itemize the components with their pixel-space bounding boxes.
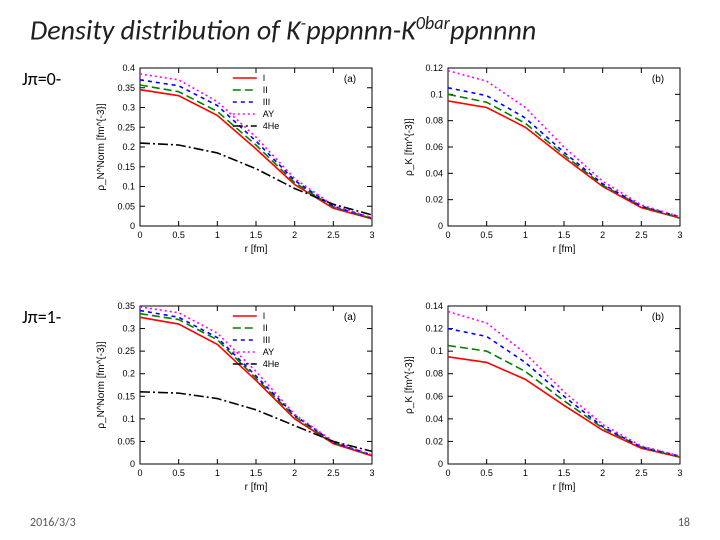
svg-text:(b): (b) (652, 74, 664, 85)
svg-text:0: 0 (438, 459, 443, 469)
svg-text:0.5: 0.5 (480, 468, 493, 478)
svg-text:1: 1 (523, 468, 528, 478)
svg-text:3: 3 (369, 468, 374, 478)
svg-text:(a): (a) (344, 74, 356, 85)
svg-text:1.5: 1.5 (558, 230, 571, 240)
svg-text:1: 1 (215, 468, 220, 478)
svg-text:0.5: 0.5 (172, 230, 185, 240)
svg-text:ρ_K [fm^{-3}]: ρ_K [fm^{-3}] (404, 118, 415, 176)
chart-b-top: 0 0.5 1 1.5 2 2.5 3 0 0.02 0.04 0.06 0.08 0.1 0.12 r [… (400, 58, 690, 258)
svg-text:0.02: 0.02 (425, 436, 443, 446)
footer-date: 2016/3/3 (30, 516, 76, 530)
chart-a-bottom: 0 0.5 1 1.5 2 2.5 3 0 0.05 0.1 0.15 0.2 0.25 0.3 0.35 r… (92, 296, 382, 496)
svg-text:1: 1 (215, 230, 220, 240)
svg-text:ρ_N^Norm [fm^{-3}]: ρ_N^Norm [fm^{-3}] (96, 341, 107, 429)
svg-text:0.5: 0.5 (480, 230, 493, 240)
svg-text:III: III (263, 335, 271, 345)
svg-text:0.12: 0.12 (425, 324, 443, 334)
svg-text:AY: AY (263, 109, 274, 119)
svg-text:0.06: 0.06 (425, 142, 443, 152)
svg-text:I: I (263, 73, 266, 83)
svg-text:0.14: 0.14 (425, 301, 443, 311)
footer-page: 18 (678, 516, 690, 530)
row-label-bottom: Jπ=1- (22, 306, 61, 328)
svg-text:1.5: 1.5 (558, 468, 571, 478)
svg-text:2: 2 (292, 230, 297, 240)
slide-title: Density distribution of K-pppnnn-K0barpp… (30, 12, 536, 47)
svg-text:r [fm]: r [fm] (245, 244, 268, 255)
svg-text:0.35: 0.35 (117, 301, 135, 311)
svg-text:3: 3 (677, 230, 682, 240)
svg-text:0.15: 0.15 (117, 162, 135, 172)
svg-text:AY: AY (263, 347, 274, 357)
chart-b-bottom: 0 0.5 1 1.5 2 2.5 3 0 0.02 0.04 0.06 0.08 0.1 0.12 0.1… (400, 296, 690, 496)
svg-text:III: III (263, 97, 271, 107)
svg-text:0.15: 0.15 (117, 391, 135, 401)
svg-text:ρ_K [fm^{-3}]: ρ_K [fm^{-3}] (404, 356, 415, 414)
svg-text:2.5: 2.5 (635, 468, 648, 478)
svg-text:0.1: 0.1 (122, 182, 135, 192)
svg-text:2: 2 (292, 468, 297, 478)
svg-text:1.5: 1.5 (250, 468, 263, 478)
svg-text:0.06: 0.06 (425, 391, 443, 401)
svg-text:1: 1 (523, 230, 528, 240)
svg-text:r [fm]: r [fm] (245, 482, 268, 493)
svg-text:I: I (263, 311, 266, 321)
svg-text:4He: 4He (263, 359, 280, 369)
svg-text:0.12: 0.12 (425, 63, 443, 73)
svg-text:II: II (263, 85, 268, 95)
svg-text:II: II (263, 323, 268, 333)
svg-text:2: 2 (600, 230, 605, 240)
svg-text:0.1: 0.1 (122, 414, 135, 424)
svg-text:0.04: 0.04 (425, 414, 443, 424)
svg-text:0.08: 0.08 (425, 116, 443, 126)
svg-text:3: 3 (677, 468, 682, 478)
svg-text:0.08: 0.08 (425, 369, 443, 379)
svg-text:0.4: 0.4 (122, 63, 135, 73)
svg-text:2.5: 2.5 (327, 230, 340, 240)
svg-text:0: 0 (130, 221, 135, 231)
svg-text:0: 0 (445, 230, 450, 240)
svg-text:r [fm]: r [fm] (553, 482, 576, 493)
svg-text:0.3: 0.3 (122, 103, 135, 113)
svg-text:1.5: 1.5 (250, 230, 263, 240)
svg-text:0.2: 0.2 (122, 142, 135, 152)
svg-text:2: 2 (600, 468, 605, 478)
svg-text:0: 0 (137, 230, 142, 240)
svg-text:0.25: 0.25 (117, 346, 135, 356)
svg-text:0.05: 0.05 (117, 201, 135, 211)
svg-text:(b): (b) (652, 312, 664, 323)
svg-text:0.2: 0.2 (122, 369, 135, 379)
svg-text:0.35: 0.35 (117, 83, 135, 93)
svg-text:0.25: 0.25 (117, 122, 135, 132)
row-label-top: Jπ=0- (22, 68, 61, 90)
svg-text:3: 3 (369, 230, 374, 240)
svg-text:0.5: 0.5 (172, 468, 185, 478)
svg-text:(a): (a) (344, 312, 356, 323)
svg-text:r [fm]: r [fm] (553, 244, 576, 255)
svg-text:0.1: 0.1 (430, 89, 443, 99)
chart-a-top: 0 0.5 1 1.5 2 2.5 3 0 0.05 0.1 0.15 0.2 0.25 0.3 0.35 0… (92, 58, 382, 258)
svg-text:0.04: 0.04 (425, 168, 443, 178)
svg-text:0.02: 0.02 (425, 195, 443, 205)
svg-text:4He: 4He (263, 121, 280, 131)
svg-text:0.3: 0.3 (122, 324, 135, 334)
svg-text:2.5: 2.5 (635, 230, 648, 240)
svg-text:ρ_N^Norm [fm^{-3}]: ρ_N^Norm [fm^{-3}] (96, 103, 107, 191)
svg-text:0.1: 0.1 (430, 346, 443, 356)
svg-text:0: 0 (137, 468, 142, 478)
svg-text:0: 0 (438, 221, 443, 231)
svg-text:0: 0 (130, 459, 135, 469)
svg-text:2.5: 2.5 (327, 468, 340, 478)
svg-text:0.05: 0.05 (117, 436, 135, 446)
svg-text:0: 0 (445, 468, 450, 478)
